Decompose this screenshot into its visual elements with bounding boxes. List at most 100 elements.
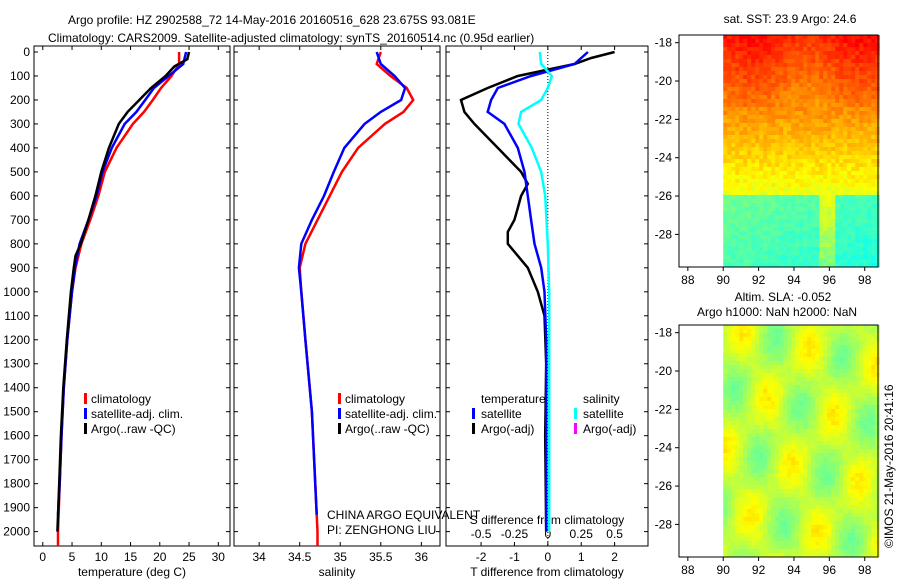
map-cell [815,525,820,530]
map-cell [811,39,816,44]
map-cell [795,329,800,334]
map-cell [799,537,804,542]
map-cell [815,55,820,60]
map-cell [759,167,764,172]
map-cell [859,425,864,430]
map-cell [791,489,796,494]
map-cell [743,541,748,546]
map-cell [775,251,780,256]
map-cell [759,437,764,442]
map-cell [875,223,880,228]
map-cell [767,533,772,538]
map-cell [759,353,764,358]
map-cell [867,417,872,422]
map-cell [851,235,856,240]
map-cell [867,143,872,148]
map-cell [755,413,760,418]
map-cell [807,329,812,334]
map-cell [831,341,836,346]
map-cell [783,349,788,354]
map-cell [875,329,880,334]
map-cell [871,525,876,530]
map-cell [723,239,728,244]
map-cell [739,263,744,268]
map-cell [803,517,808,522]
map-cell [759,553,764,558]
map-cell [867,131,872,136]
map-cell [783,195,788,200]
map-cell [871,441,876,446]
map-cell [727,235,732,240]
axes-frame [445,45,649,547]
map-cell [867,429,872,434]
x-tick-label: 15 [124,550,138,564]
map-cell [847,545,852,550]
map-cell [739,183,744,188]
map-cell [771,191,776,196]
map-cell [751,99,756,104]
map-cell [755,143,760,148]
map-cell [875,95,880,100]
map-cell [723,433,728,438]
map-cell [863,325,868,330]
map-cell [751,445,756,450]
map-cell [787,163,792,168]
map-cell [739,353,744,358]
map-cell [823,493,828,498]
map-cell [847,159,852,164]
map-cell [851,505,856,510]
map-cell [875,83,880,88]
map-cell [875,143,880,148]
map-cell [743,127,748,132]
map-cell [767,87,772,92]
map-cell [723,195,728,200]
map-cell [735,373,740,378]
map-cell [807,195,812,200]
map-cell [823,251,828,256]
map-cell [735,405,740,410]
map-cell [855,461,860,466]
map-cell [723,377,728,382]
map-cell [727,429,732,434]
map-cell [735,239,740,244]
map-cell [803,513,808,518]
map-cell [851,51,856,56]
map-cell [791,429,796,434]
map-cell [867,505,872,510]
map-cell [827,537,832,542]
map-cell [839,373,844,378]
map-cell [831,485,836,490]
map-cell [871,219,876,224]
map-cell [847,481,852,486]
map-cell [803,481,808,486]
map-cell [747,55,752,60]
map-cell [735,151,740,156]
map-cell [875,545,880,550]
map-cell [851,389,856,394]
map-cell [831,505,836,510]
map-cell [823,235,828,240]
map-cell [803,111,808,116]
map-cell [783,501,788,506]
map-cell [735,259,740,264]
map-cell [863,123,868,128]
map-cell [819,421,824,426]
map-cell [855,147,860,152]
map-cell [855,485,860,490]
map-cell [747,175,752,180]
map-cell [739,473,744,478]
map-cell [791,215,796,220]
map-cell [803,485,808,490]
map-cell [755,385,760,390]
map-cell [787,39,792,44]
map-cell [843,421,848,426]
map-cell [795,485,800,490]
map-cell [807,513,812,518]
map-cell [783,405,788,410]
map-cell [735,553,740,558]
map-cell [827,219,832,224]
map-cell [723,247,728,252]
map-cell [775,325,780,330]
map-cell [767,421,772,426]
map-cell [747,329,752,334]
